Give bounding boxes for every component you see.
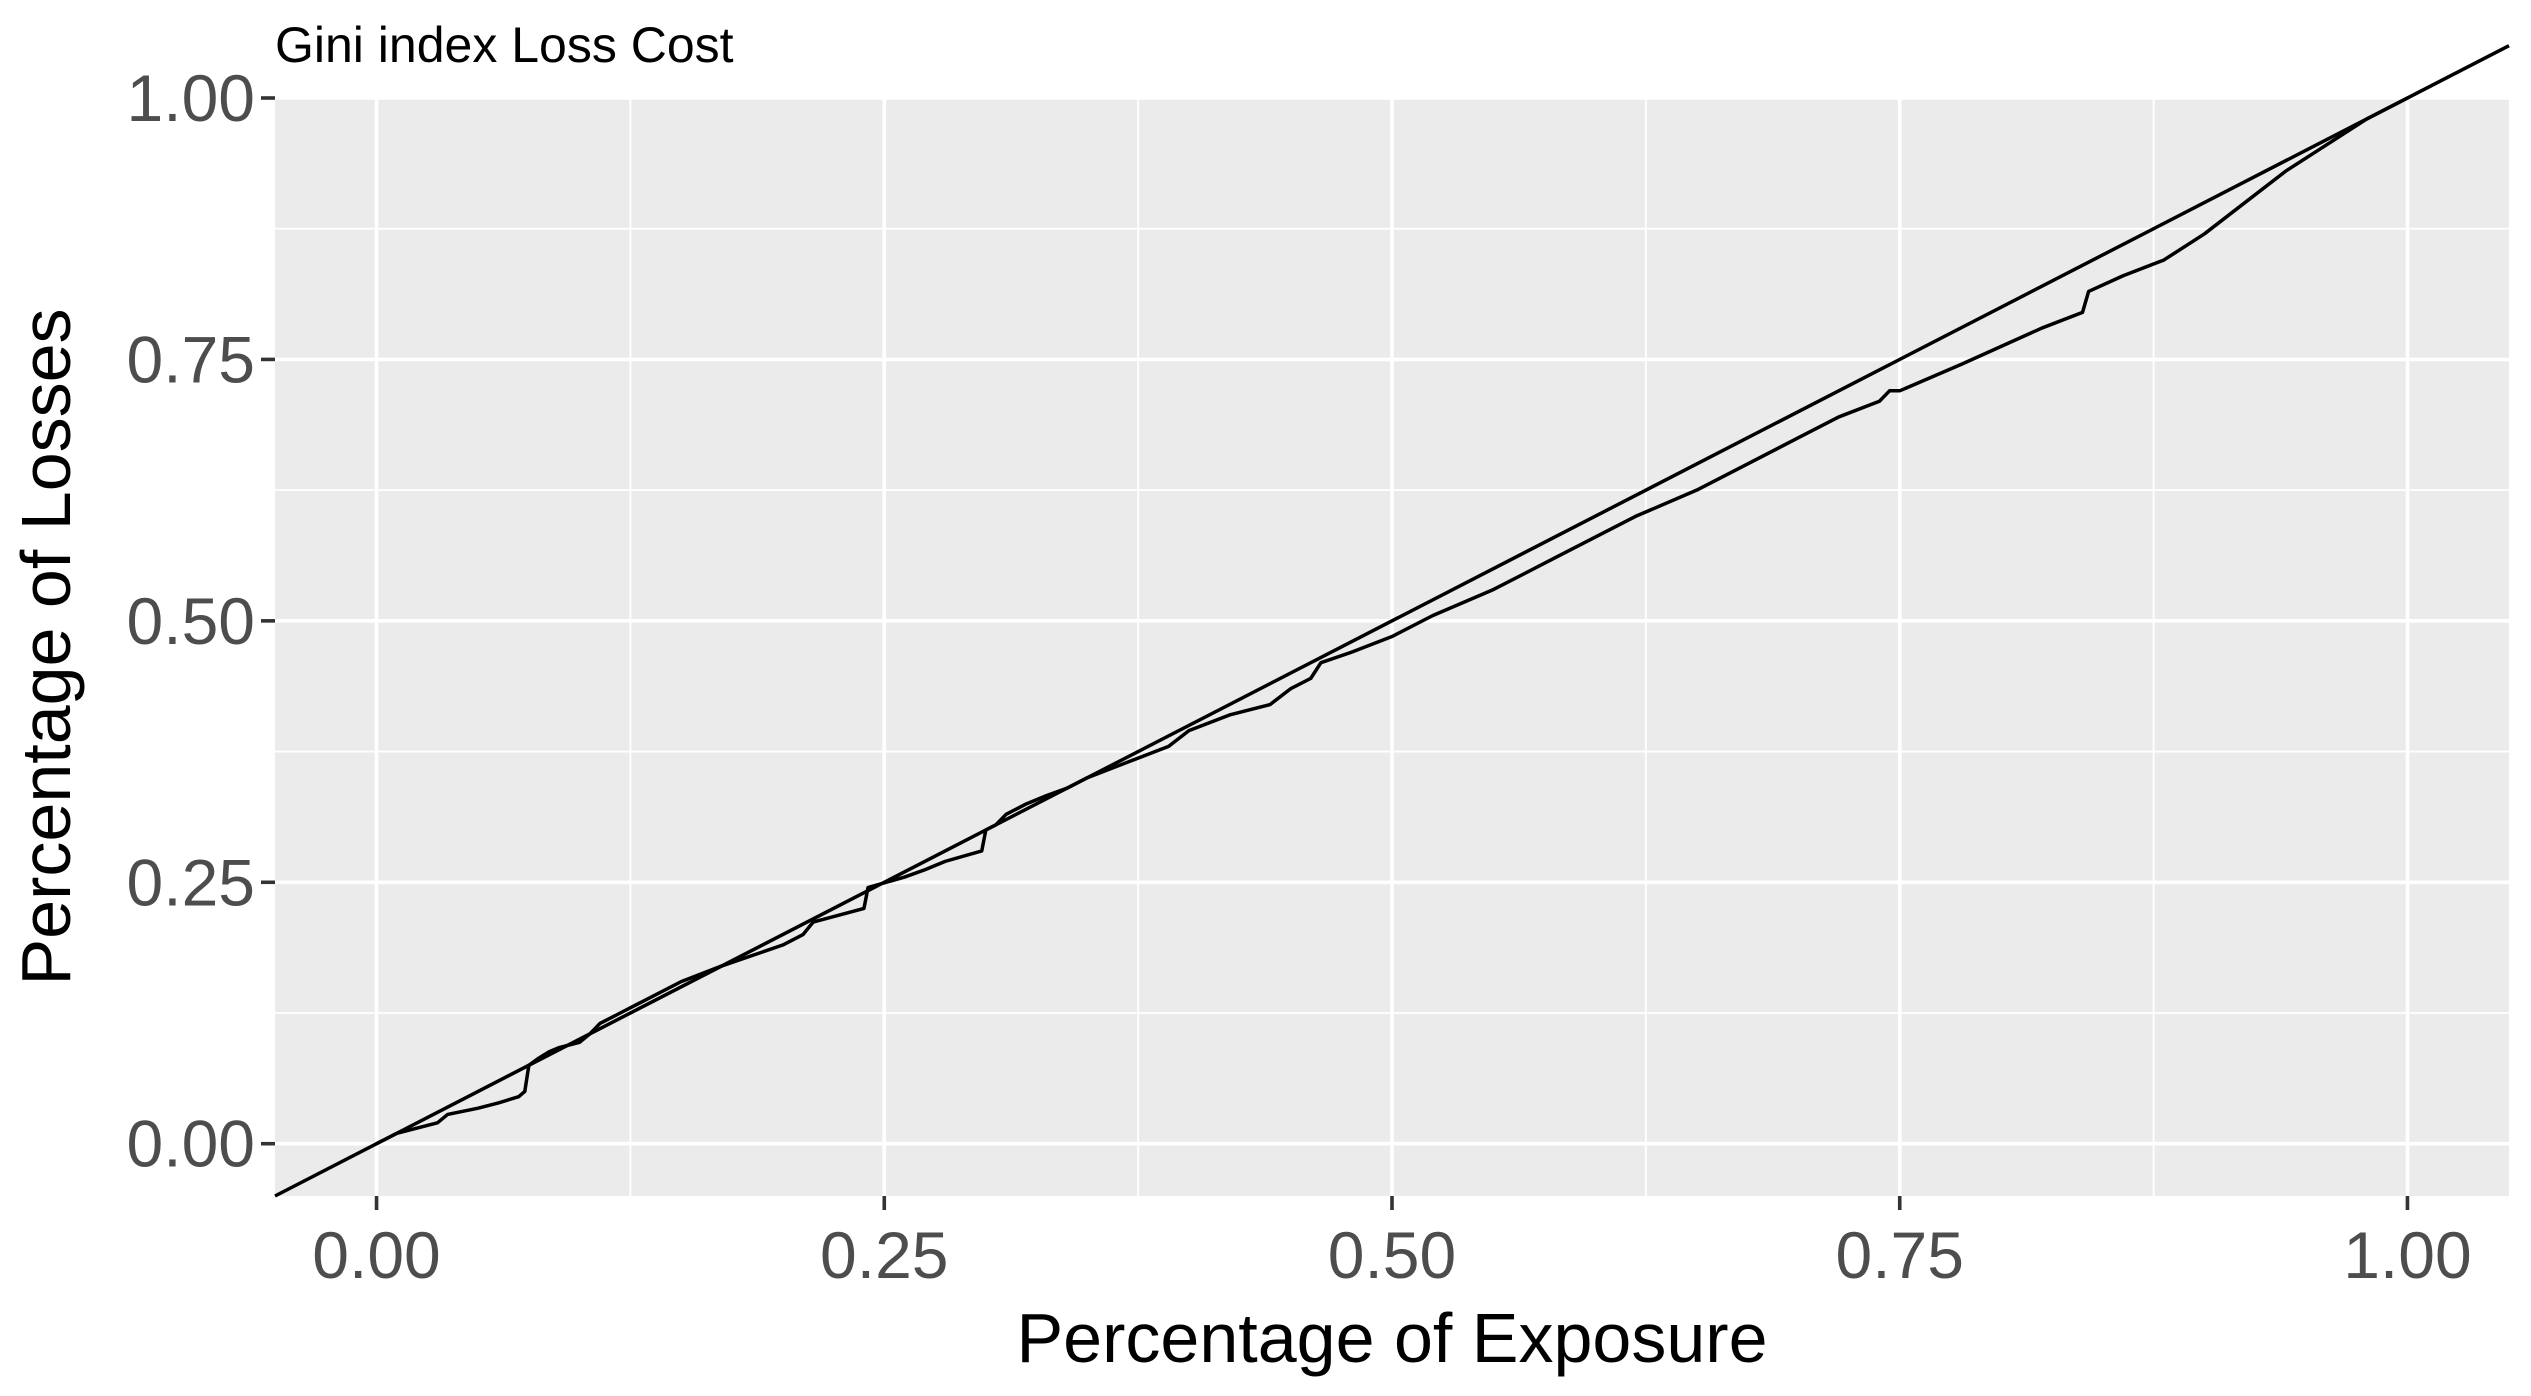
axis-ticks [261,96,2410,1210]
chart-title: Gini index Loss Cost [275,17,734,73]
series-line [375,96,2409,1146]
y-tick-label: 0.75 [127,322,255,396]
y-tick-label: 0.00 [127,1107,255,1181]
x-axis-title: Percentage of Exposure [1016,1299,1767,1377]
x-tick-label: 0.25 [820,1218,948,1292]
y-tick-label: 1.00 [127,61,255,135]
y-axis-title: Percentage of Losses [7,308,85,985]
x-tick-labels: 0.00 0.25 0.50 0.75 1.00 [312,1218,2471,1292]
y-tick-label: 0.50 [127,584,255,658]
grid-major [275,96,2509,1196]
x-tick-label: 0.50 [1328,1218,1456,1292]
y-tick-label: 0.25 [127,845,255,919]
y-tick-labels: 0.00 0.25 0.50 0.75 1.00 [127,61,255,1181]
equality-reference-line [274,44,2510,1198]
x-tick-label: 0.75 [1835,1218,1963,1292]
x-tick-label: 0.00 [312,1218,440,1292]
x-tick-label: 1.00 [2343,1218,2471,1292]
